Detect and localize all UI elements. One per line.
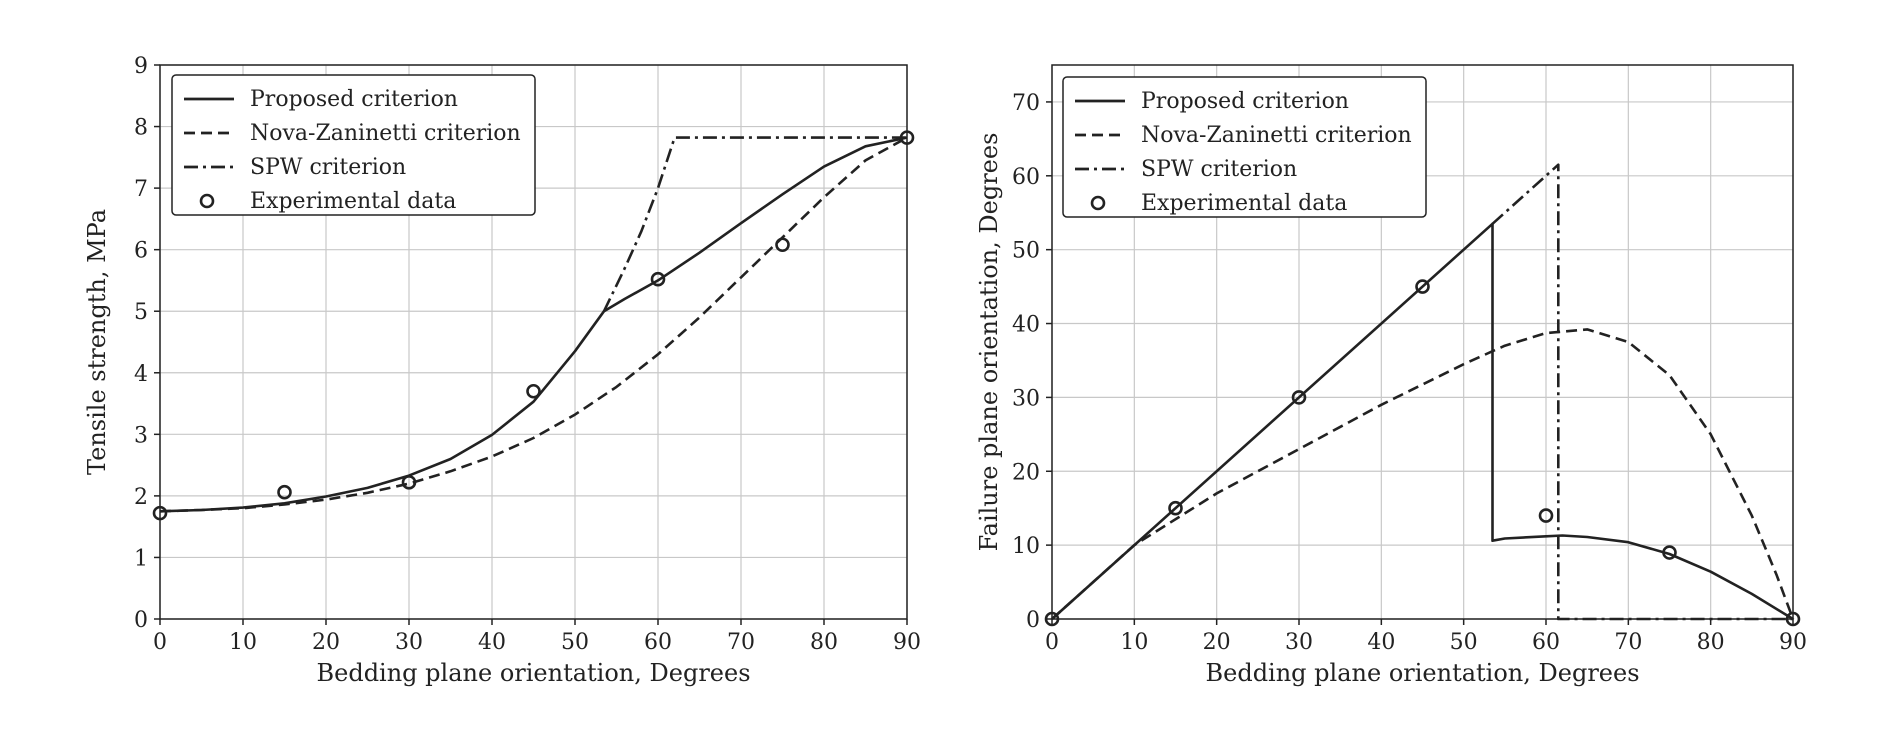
y-tick-label: 1 [134,546,148,571]
data-point-experimental [277,484,292,500]
y-tick-label: 3 [134,423,148,448]
legend-left: Proposed criterion Nova-Zaninetti criteri… [171,74,536,216]
x-tick-label: 10 [1120,630,1148,655]
legend-label: SPW criterion [1141,157,1297,182]
y-tick-label: 0 [1026,608,1040,633]
data-point-experimental [1291,390,1307,405]
legend-entry-proposed-criterion: Proposed criterion [1075,89,1349,114]
x-tick-label: 90 [1779,630,1807,655]
legend-label: Experimental data [1141,191,1347,216]
x-tick-label: 60 [644,630,672,655]
data-point-experimental [526,383,541,399]
y-tick-label: 70 [1012,91,1040,116]
legend-entry-proposed-criterion: Proposed criterion [184,87,458,112]
y-axis-label-left: Tensile strength, MPa [83,209,111,475]
x-axis-label-right: Bedding plane orientation, Degrees [1205,659,1639,687]
x-tick-label: 50 [561,630,589,655]
x-tick-label: 80 [810,630,838,655]
x-tick-label: 60 [1532,630,1560,655]
legend-box [1062,76,1427,218]
y-tick-label: 50 [1012,239,1040,264]
series-line-spw-criterion [1491,163,1793,621]
x-tick-label: 30 [395,630,423,655]
y-tick-label: 2 [134,485,148,510]
legend-marker [199,193,215,209]
y-tick-label: 7 [134,177,148,202]
x-tick-label: 20 [1203,630,1231,655]
legend-entry-experimental-data: Experimental data [199,189,456,214]
y-tick-label: 10 [1012,534,1040,559]
x-tick-label: 30 [1285,630,1313,655]
chart-panel-right: 0 10 20 30 40 50 60 70 80 90 0 10 20 30 40 50 60 70 Bedd… [975,64,1807,687]
plot-frame-left [159,64,908,620]
data-point-experimental [650,271,666,287]
legend-entry-experimental-data: Experimental data [1090,191,1347,216]
series-right [1051,163,1795,621]
y-tick-label: 4 [134,362,148,387]
plot-frame-right [1051,64,1794,620]
x-tick-label: 40 [1367,630,1395,655]
series-left [159,136,908,513]
x-ticks-left: 0 10 20 30 40 50 60 70 80 90 [153,619,921,655]
legend-label: Proposed criterion [1141,89,1349,114]
y-tick-label: 6 [134,239,148,264]
data-point-experimental [1662,545,1677,560]
legend-label: Nova-Zaninetti criterion [1141,123,1412,148]
y-tick-label: 20 [1012,460,1040,485]
x-tick-label: 90 [893,630,921,655]
x-ticks-right: 0 10 20 30 40 50 60 70 80 90 [1045,619,1807,655]
y-tick-label: 5 [134,300,148,325]
y-tick-label: 40 [1012,313,1040,338]
data-point-experimental [1168,500,1183,516]
legend-entry-nova-zaninetti-criterion: Nova-Zaninetti criterion [184,121,521,146]
y-tick-label: 30 [1012,386,1040,411]
markers-right [1044,279,1801,627]
y-tick-label: 0 [134,608,148,633]
x-tick-label: 20 [312,630,340,655]
series-line-proposed-criterion [1051,222,1794,621]
x-tick-label: 50 [1450,630,1478,655]
x-axis-label-left: Bedding plane orientation, Degrees [316,659,750,687]
x-tick-label: 0 [153,630,167,655]
legend-entry-nova-zaninetti-criterion: Nova-Zaninetti criterion [1075,123,1412,148]
series-line-nova-zaninetti-criterion [159,136,908,513]
x-tick-label: 0 [1045,630,1059,655]
legend-label: Proposed criterion [250,87,458,112]
data-point-experimental [401,475,417,490]
legend-box [171,74,536,216]
legend-entry-spw-criterion: SPW criterion [1075,157,1297,182]
legend-label: Experimental data [250,189,456,214]
y-ticks-right: 0 10 20 30 40 50 60 70 [1012,91,1052,633]
y-tick-label: 60 [1012,165,1040,190]
x-tick-label: 10 [229,630,257,655]
legend-right: Proposed criterion Nova-Zaninetti criteri… [1062,76,1427,218]
data-point-experimental [1538,508,1554,523]
data-point-experimental [775,237,790,253]
x-tick-label: 70 [1614,630,1642,655]
chart-panel-left: 0 10 20 30 40 50 60 70 80 90 0 1 2 3 4 5 6 7 8 9 Bedding p… [83,54,921,687]
series-line-nova-zaninetti-criterion [1051,328,1795,620]
series-line-spw-criterion [602,136,907,312]
x-tick-label: 70 [727,630,755,655]
y-axis-label-right: Failure plane orientation, Degrees [975,133,1003,552]
x-tick-label: 40 [478,630,506,655]
legend-marker [1090,195,1106,211]
legend-label: Nova-Zaninetti criterion [250,121,521,146]
series-line-proposed-criterion [159,136,908,513]
y-tick-label: 8 [134,116,148,141]
legend-entry-spw-criterion: SPW criterion [184,155,406,180]
y-ticks-left: 0 1 2 3 4 5 6 7 8 9 [134,54,160,633]
data-point-experimental [1415,279,1430,294]
x-tick-label: 80 [1697,630,1725,655]
legend-label: SPW criterion [250,155,406,180]
y-tick-label: 9 [134,54,148,79]
